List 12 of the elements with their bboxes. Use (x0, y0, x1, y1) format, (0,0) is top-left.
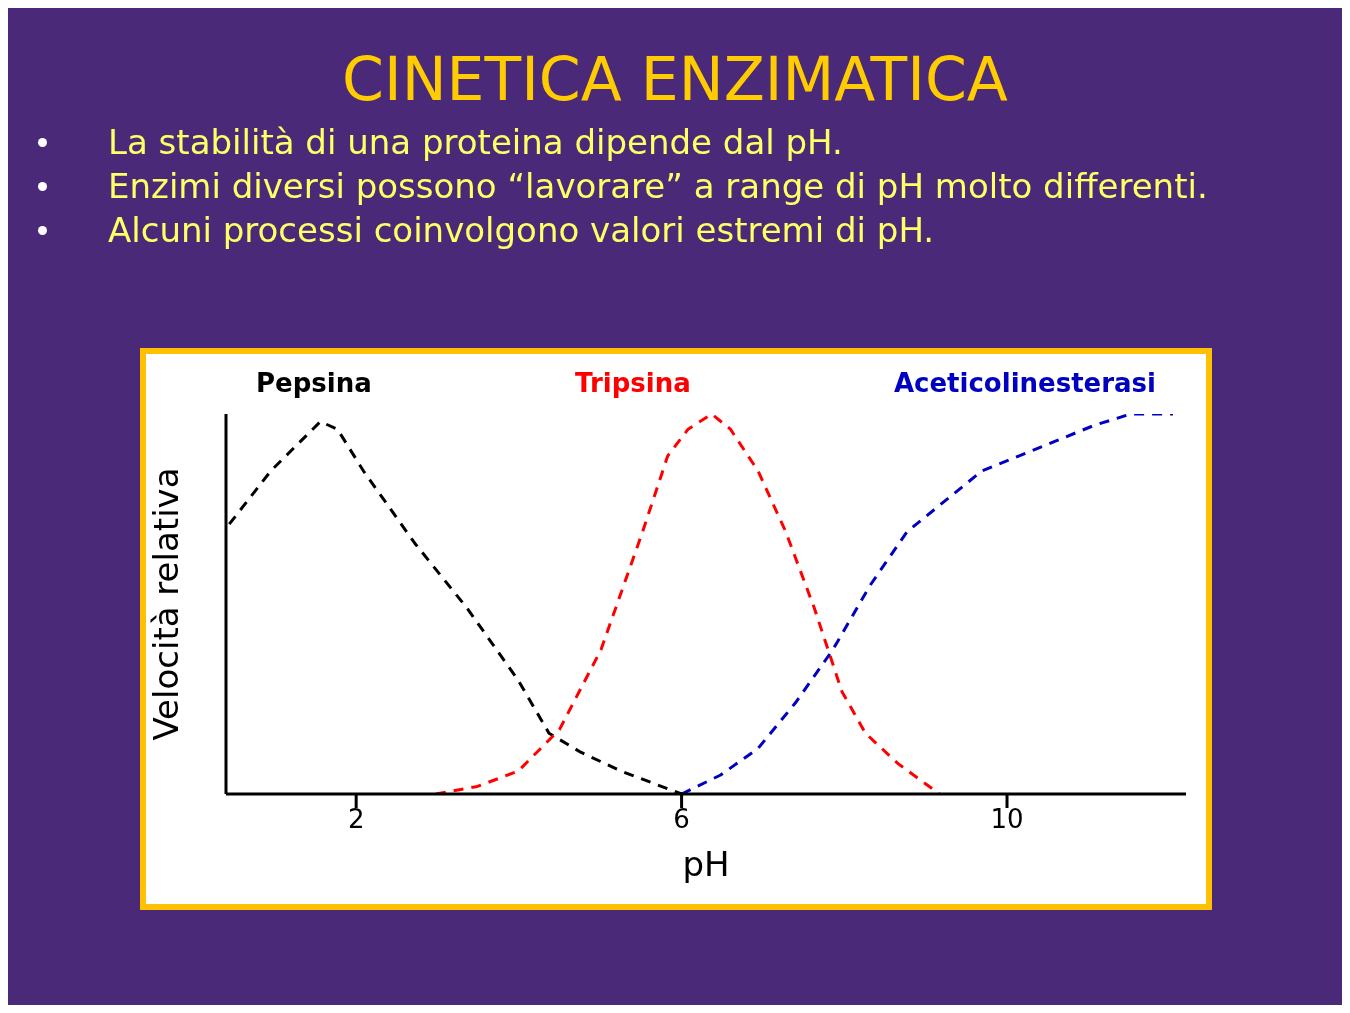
series-label: Tripsina (575, 368, 691, 398)
text: La stabilità di una proteina dipende dal pH. (108, 121, 843, 164)
text: Enzimi diversi possono “lavorare” a range di pH molto differenti. (108, 165, 1208, 208)
x-tick-label: 2 (347, 804, 365, 835)
x-tick-label: 10 (990, 804, 1024, 835)
y-axis-title: Velocità relativa (146, 467, 187, 741)
series-label: Aceticolinesterasi (893, 368, 1156, 398)
x-axis-title: pH (682, 844, 730, 884)
text: Alcuni processi coinvolgono valori estremi di pH. (108, 209, 935, 252)
x-tick-label: 6 (673, 804, 690, 835)
series-label: Pepsina (256, 368, 372, 398)
chart-title: CINETICA ENZIMATICA (341, 43, 1009, 114)
